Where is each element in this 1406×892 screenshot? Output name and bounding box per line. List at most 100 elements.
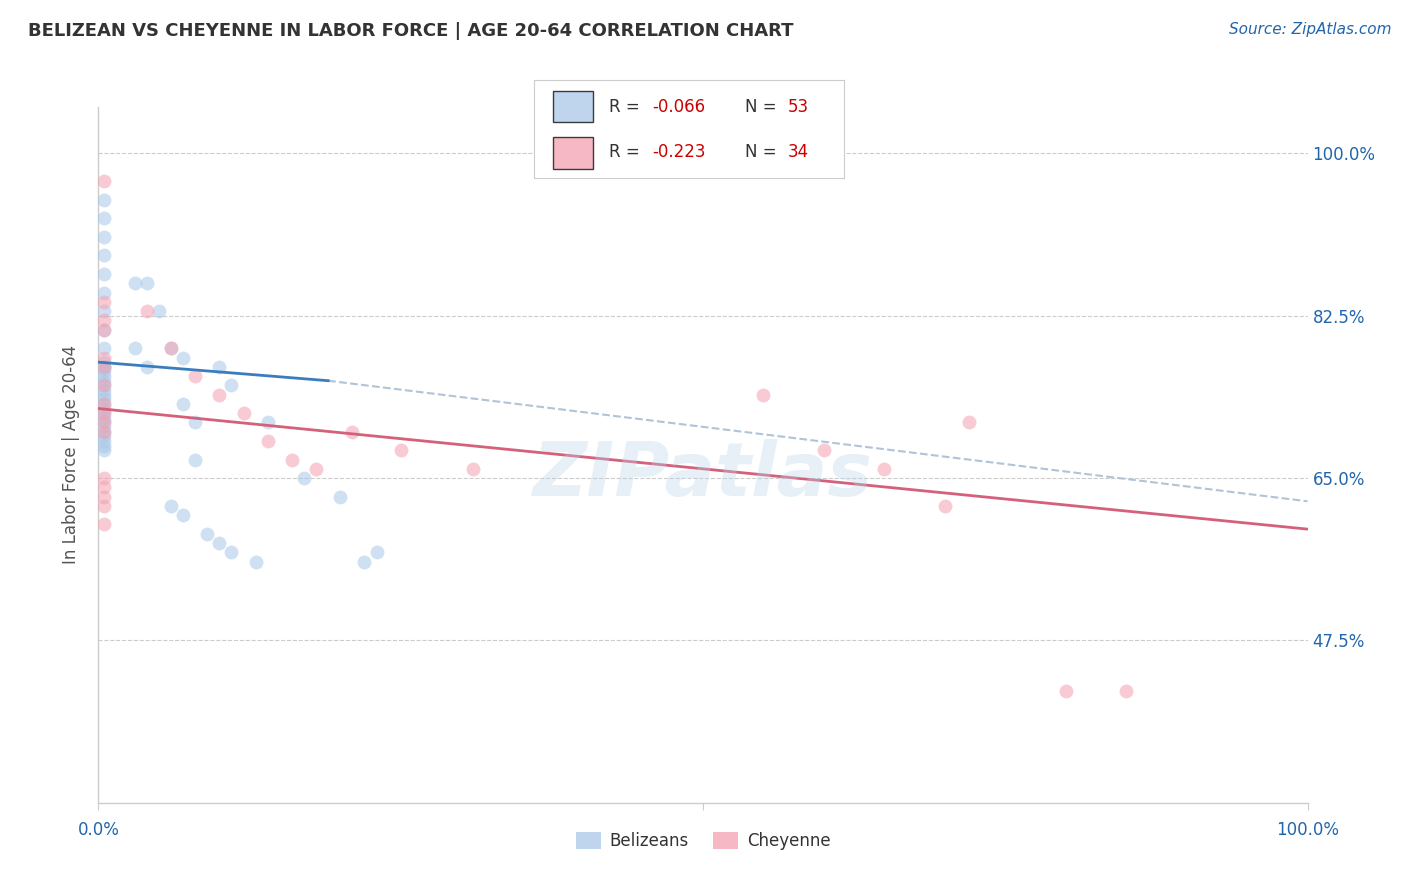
Point — [93, 323, 115, 337]
Point — [93, 480, 115, 494]
Text: BELIZEAN VS CHEYENNE IN LABOR FORCE | AGE 20-64 CORRELATION CHART: BELIZEAN VS CHEYENNE IN LABOR FORCE | AG… — [28, 22, 793, 40]
Point — [208, 359, 231, 374]
Point — [93, 355, 115, 369]
Point — [93, 434, 115, 448]
Point — [329, 490, 352, 504]
Point — [93, 416, 115, 430]
Point — [93, 499, 115, 513]
Point — [957, 416, 980, 430]
Point — [221, 378, 243, 392]
Point — [93, 359, 115, 374]
Point — [292, 471, 315, 485]
Point — [353, 555, 375, 569]
Point — [93, 304, 115, 318]
Point — [463, 462, 485, 476]
Point — [93, 193, 115, 207]
Point — [93, 359, 115, 374]
Point — [305, 462, 328, 476]
Text: N =: N = — [745, 98, 782, 116]
Point — [93, 397, 115, 411]
Point — [160, 499, 183, 513]
Point — [208, 387, 231, 401]
Point — [93, 471, 115, 485]
Point — [342, 425, 364, 439]
Point — [93, 517, 115, 532]
Point — [366, 545, 388, 559]
Point — [93, 267, 115, 281]
Point — [93, 429, 115, 443]
Point — [93, 364, 115, 378]
Point — [93, 369, 115, 384]
Text: Source: ZipAtlas.com: Source: ZipAtlas.com — [1229, 22, 1392, 37]
Point — [93, 401, 115, 416]
Point — [172, 508, 194, 523]
Text: N =: N = — [745, 143, 782, 161]
Point — [93, 359, 115, 374]
Point — [208, 536, 231, 550]
Point — [93, 397, 115, 411]
Legend: Belizeans, Cheyenne: Belizeans, Cheyenne — [569, 826, 837, 857]
Point — [93, 439, 115, 453]
Point — [184, 416, 207, 430]
Point — [93, 387, 115, 401]
Point — [256, 416, 278, 430]
Point — [93, 230, 115, 244]
Text: -0.223: -0.223 — [652, 143, 706, 161]
Text: 34: 34 — [787, 143, 808, 161]
Text: ZIPatlas: ZIPatlas — [533, 439, 873, 512]
Point — [93, 406, 115, 420]
Point — [184, 452, 207, 467]
Point — [172, 351, 194, 365]
Point — [813, 443, 835, 458]
Y-axis label: In Labor Force | Age 20-64: In Labor Force | Age 20-64 — [62, 345, 80, 565]
Point — [93, 410, 115, 425]
Point — [93, 248, 115, 262]
Point — [93, 416, 115, 430]
Point — [934, 499, 956, 513]
Point — [93, 406, 115, 420]
Point — [389, 443, 412, 458]
Point — [124, 341, 146, 355]
Point — [93, 351, 115, 365]
Point — [93, 383, 115, 397]
Point — [93, 378, 115, 392]
Point — [93, 323, 115, 337]
Point — [221, 545, 243, 559]
Point — [93, 392, 115, 407]
Point — [148, 304, 170, 318]
Point — [160, 341, 183, 355]
Point — [281, 452, 304, 467]
Point — [184, 369, 207, 384]
Point — [93, 174, 115, 188]
Point — [93, 378, 115, 392]
Point — [93, 211, 115, 226]
Point — [752, 387, 775, 401]
Point — [93, 374, 115, 388]
Point — [172, 397, 194, 411]
Point — [93, 294, 115, 309]
Text: R =: R = — [609, 98, 644, 116]
Point — [93, 425, 115, 439]
Point — [232, 406, 254, 420]
Text: R =: R = — [609, 143, 644, 161]
Point — [135, 304, 157, 318]
Point — [93, 443, 115, 458]
Point — [93, 425, 115, 439]
Point — [1115, 684, 1137, 698]
Point — [1054, 684, 1077, 698]
Point — [135, 359, 157, 374]
Point — [93, 420, 115, 434]
Point — [93, 490, 115, 504]
FancyBboxPatch shape — [553, 137, 593, 169]
Point — [873, 462, 896, 476]
Point — [245, 555, 267, 569]
Text: 53: 53 — [787, 98, 808, 116]
Point — [256, 434, 278, 448]
Point — [93, 313, 115, 327]
Point — [93, 341, 115, 355]
Point — [195, 526, 218, 541]
Point — [93, 285, 115, 300]
FancyBboxPatch shape — [553, 91, 593, 122]
Point — [160, 341, 183, 355]
Point — [135, 277, 157, 291]
